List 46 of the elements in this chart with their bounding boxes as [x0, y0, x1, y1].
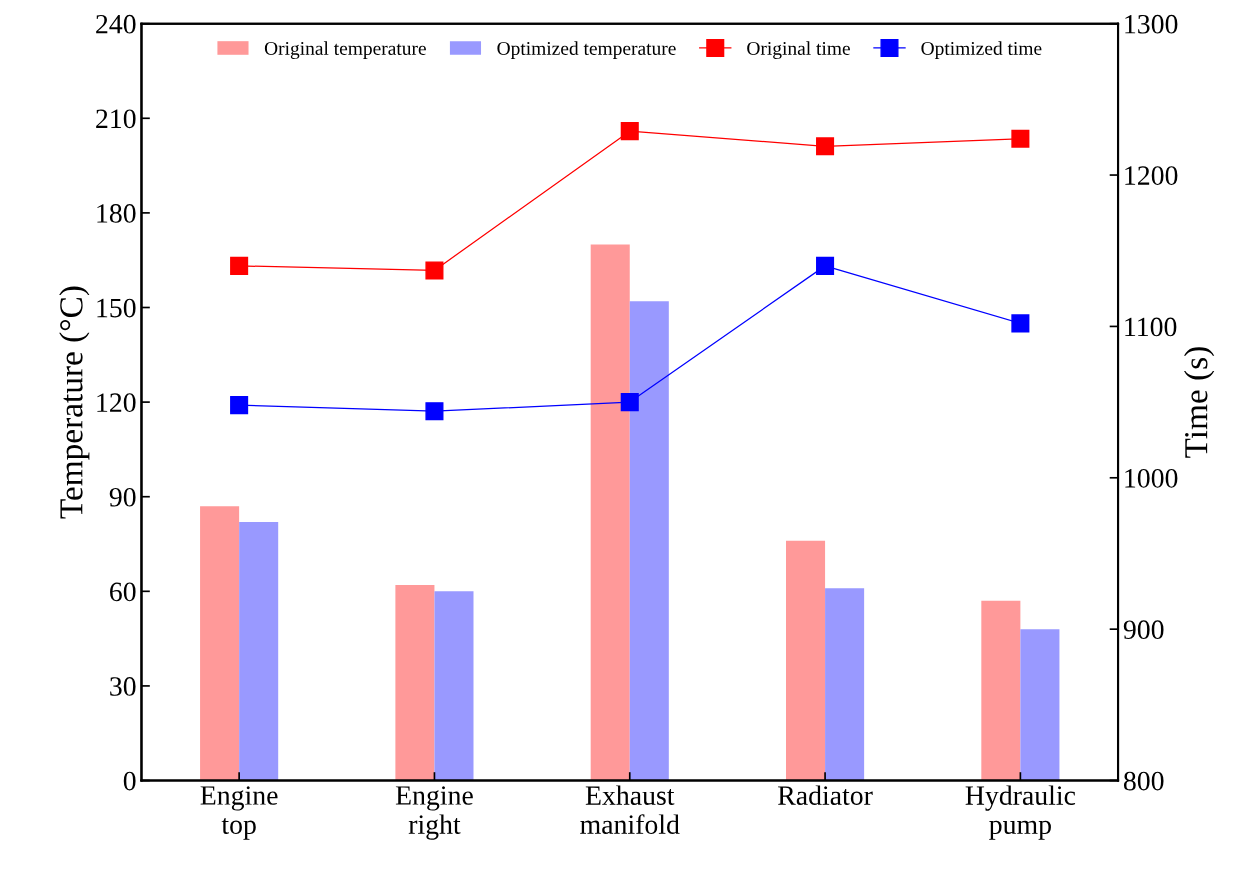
- point: [816, 137, 835, 156]
- bar: [786, 540, 826, 781]
- point: [425, 261, 444, 280]
- bar: [239, 521, 279, 781]
- point: [230, 256, 249, 275]
- x-tick-label: Engine top: [200, 786, 278, 840]
- y2-tick-label: 800: [1123, 771, 1164, 791]
- y-tick-label: 240: [96, 14, 136, 34]
- bar: [1020, 629, 1060, 781]
- x-tick-label: Engine right: [395, 786, 473, 840]
- bar: [629, 301, 669, 781]
- point: [1011, 129, 1030, 148]
- point: [1011, 314, 1030, 333]
- bar: [981, 600, 1021, 781]
- bar: [434, 591, 474, 781]
- bar: [395, 585, 435, 781]
- x-tick-label: Exhaust manifold: [580, 785, 680, 834]
- y-tick-label: 30: [110, 677, 136, 696]
- point: [816, 256, 835, 275]
- y-tick-label: 180: [97, 204, 136, 223]
- bar: [590, 244, 630, 781]
- point: [620, 122, 639, 141]
- y2-tick-label: 1200: [1125, 166, 1178, 185]
- y-tick-label: 120: [97, 393, 136, 413]
- y-tick-label: 60: [110, 582, 136, 602]
- x-tick-label: Hydraulic pump: [965, 785, 1076, 840]
- legend-label: Original time: [747, 41, 850, 59]
- point: [230, 396, 249, 415]
- point: [620, 393, 639, 412]
- y2-tick-label: 1000: [1125, 468, 1178, 488]
- y2-tick-label: 1300: [1125, 14, 1178, 34]
- y-tick-label: 90: [109, 487, 136, 507]
- y-tick-label: 210: [96, 109, 136, 129]
- legend-label: Original temperature: [264, 41, 426, 59]
- y2-tick-label: 900: [1123, 620, 1164, 640]
- legend-label: Optimized time: [921, 41, 1042, 59]
- y-axis-title: Temperature (°C): [59, 286, 90, 519]
- bar: [200, 506, 240, 781]
- x-tick-label: Radiator: [778, 785, 873, 805]
- y2-tick-label: 1100: [1125, 317, 1177, 337]
- legend-label: Optimized temperature: [497, 41, 676, 59]
- point: [425, 402, 444, 421]
- y-tick-label: 0: [123, 771, 136, 791]
- y-tick-label: 150: [97, 298, 136, 318]
- y2-axis-title: Time (s): [1184, 347, 1215, 458]
- bar: [825, 588, 865, 781]
